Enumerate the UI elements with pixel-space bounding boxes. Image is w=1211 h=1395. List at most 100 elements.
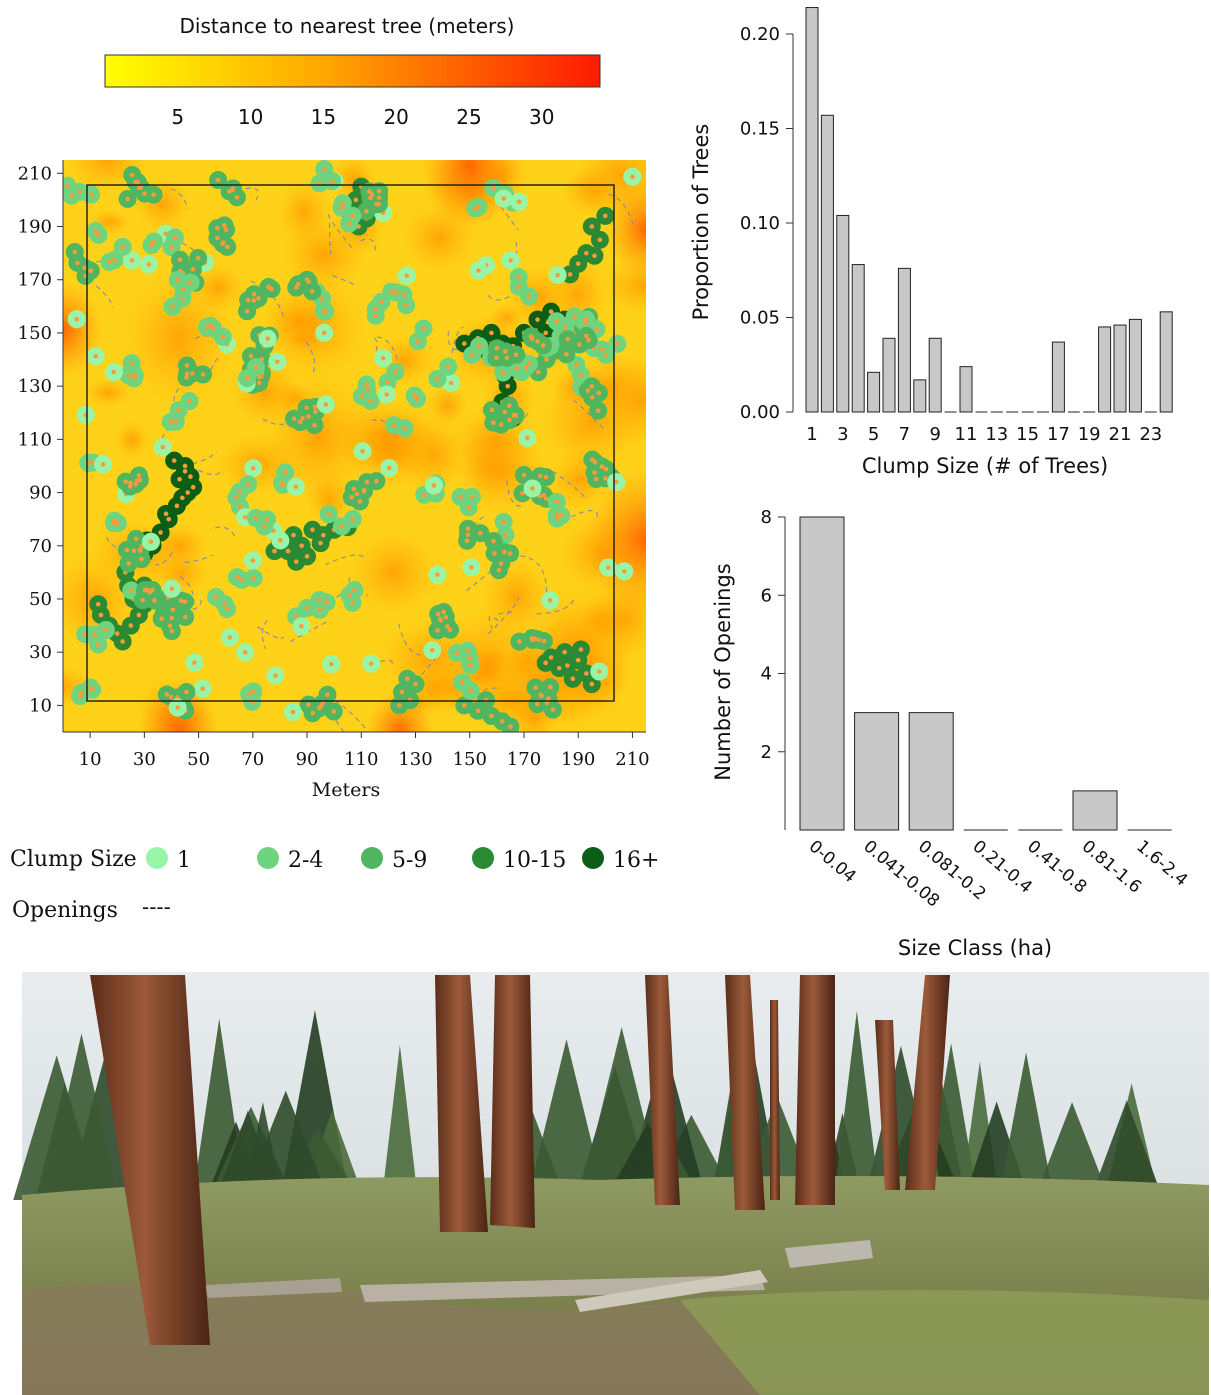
tree-clump	[615, 562, 634, 581]
tree-stem	[364, 382, 369, 387]
tree-stem	[250, 465, 256, 471]
tree-stem	[328, 661, 334, 667]
tree-stem	[589, 681, 595, 687]
tree-clump	[271, 531, 290, 550]
tree-stem	[547, 598, 553, 603]
openings-chart-y-tick-label: 2	[761, 742, 772, 763]
tree-stem	[188, 474, 193, 479]
tree-stem	[129, 360, 134, 366]
tree-clump	[353, 442, 372, 461]
legend-clump-label: 10-15	[503, 848, 566, 873]
tree-stem	[494, 346, 500, 351]
colorbar-title: Distance to nearest tree (meters)	[180, 14, 515, 38]
clump-chart-x-tick-label: 11	[955, 424, 978, 445]
tree-stem	[317, 705, 322, 711]
tree-stem	[324, 599, 329, 605]
tree-stem	[405, 676, 410, 682]
tree-stem	[559, 513, 564, 518]
distance-hotspot	[285, 328, 323, 351]
tree-stem	[415, 338, 421, 344]
tree-stem	[190, 371, 195, 376]
tree-stem	[234, 194, 240, 200]
tree-stem	[368, 398, 373, 404]
tree-stem	[88, 192, 94, 197]
tree-stem	[251, 291, 257, 297]
tree-stem	[312, 404, 318, 410]
tree-stem	[401, 292, 406, 297]
clump-size-bars	[805, 7, 1173, 413]
tree-stem	[264, 516, 270, 522]
tree-stem	[249, 699, 255, 705]
background-conifer	[381, 1044, 419, 1200]
tree-clump	[526, 678, 562, 719]
tree-stem	[364, 479, 370, 485]
tree-stem	[367, 189, 372, 194]
tree-clump	[246, 508, 276, 536]
tree-stem	[468, 688, 474, 694]
tree-stem	[516, 199, 522, 205]
tree-stem	[256, 295, 261, 301]
opening-boundary	[210, 526, 236, 537]
map-x-tick-label: 50	[187, 749, 210, 770]
tree-clump	[561, 206, 615, 284]
tree-stem	[584, 317, 589, 322]
tree-stem	[501, 519, 506, 525]
tree-stem	[567, 272, 573, 277]
tree-stem	[575, 657, 581, 663]
openings-chart-x-tick-label: 0.81-1.6	[1078, 837, 1145, 898]
tree-clump	[590, 662, 609, 681]
tree-stem	[404, 273, 410, 278]
tree-stem	[365, 387, 370, 393]
tree-stem	[266, 284, 271, 290]
tree-stem	[352, 587, 357, 593]
tree-clump	[141, 532, 160, 551]
tree-stem	[168, 419, 174, 425]
tree-clump	[227, 568, 263, 589]
tree-stem	[293, 484, 299, 490]
colorbar-tick-label: 15	[311, 105, 336, 129]
tree-stem	[136, 185, 142, 191]
tree-stem	[177, 257, 183, 263]
tree-stem	[536, 637, 542, 643]
legend-clump-label: 1	[177, 848, 191, 873]
tree-stem	[115, 520, 121, 526]
tree-clump	[362, 654, 381, 673]
tree-stem	[133, 536, 139, 542]
tree-stem	[554, 512, 560, 517]
tree-stem	[169, 244, 174, 250]
clump-chart-x-tick-label: 19	[1078, 424, 1101, 445]
map-y-tick-label: 170	[18, 270, 52, 291]
tree-stem	[175, 705, 180, 710]
tree-stem	[178, 598, 184, 603]
tree-stem	[543, 660, 548, 666]
tree-stem	[385, 379, 390, 385]
tree-clump	[557, 326, 598, 364]
clump-chart-x-tick-label: 17	[1047, 424, 1070, 445]
colorbar-tick-label: 5	[171, 105, 184, 129]
clump-size-chart: 0.000.050.100.150.20 1 3 5 7 9 11 13 15 17 19 21 23…	[689, 7, 1173, 478]
tree-stem	[523, 365, 529, 370]
tree-clump	[377, 385, 396, 404]
opening-boundary	[571, 509, 598, 518]
tree-stem	[503, 349, 508, 354]
opening-boundary	[155, 552, 173, 566]
tree-stem	[506, 403, 512, 408]
ponderosa-trunk	[905, 975, 950, 1190]
tree-stem	[128, 480, 133, 486]
tree-stem	[578, 372, 584, 378]
tree-stem	[357, 499, 363, 504]
tree-stem	[95, 642, 101, 647]
tree-stem	[190, 484, 196, 490]
tree-stem	[158, 530, 163, 535]
openings-bars	[799, 516, 1172, 831]
tree-clump	[236, 643, 255, 662]
opening-boundary	[519, 555, 548, 593]
tree-stem	[131, 376, 137, 381]
tree-stem	[399, 689, 405, 695]
tree-clump	[366, 292, 391, 325]
opening-boundary	[486, 292, 510, 301]
tree-stem	[65, 183, 70, 188]
openings-chart-x-tick-label: 0-0.04	[805, 837, 860, 888]
map-x-ticks: 10 30 50 70 90 110 130 150 170 190 210	[79, 732, 650, 770]
tree-stem	[230, 186, 236, 191]
